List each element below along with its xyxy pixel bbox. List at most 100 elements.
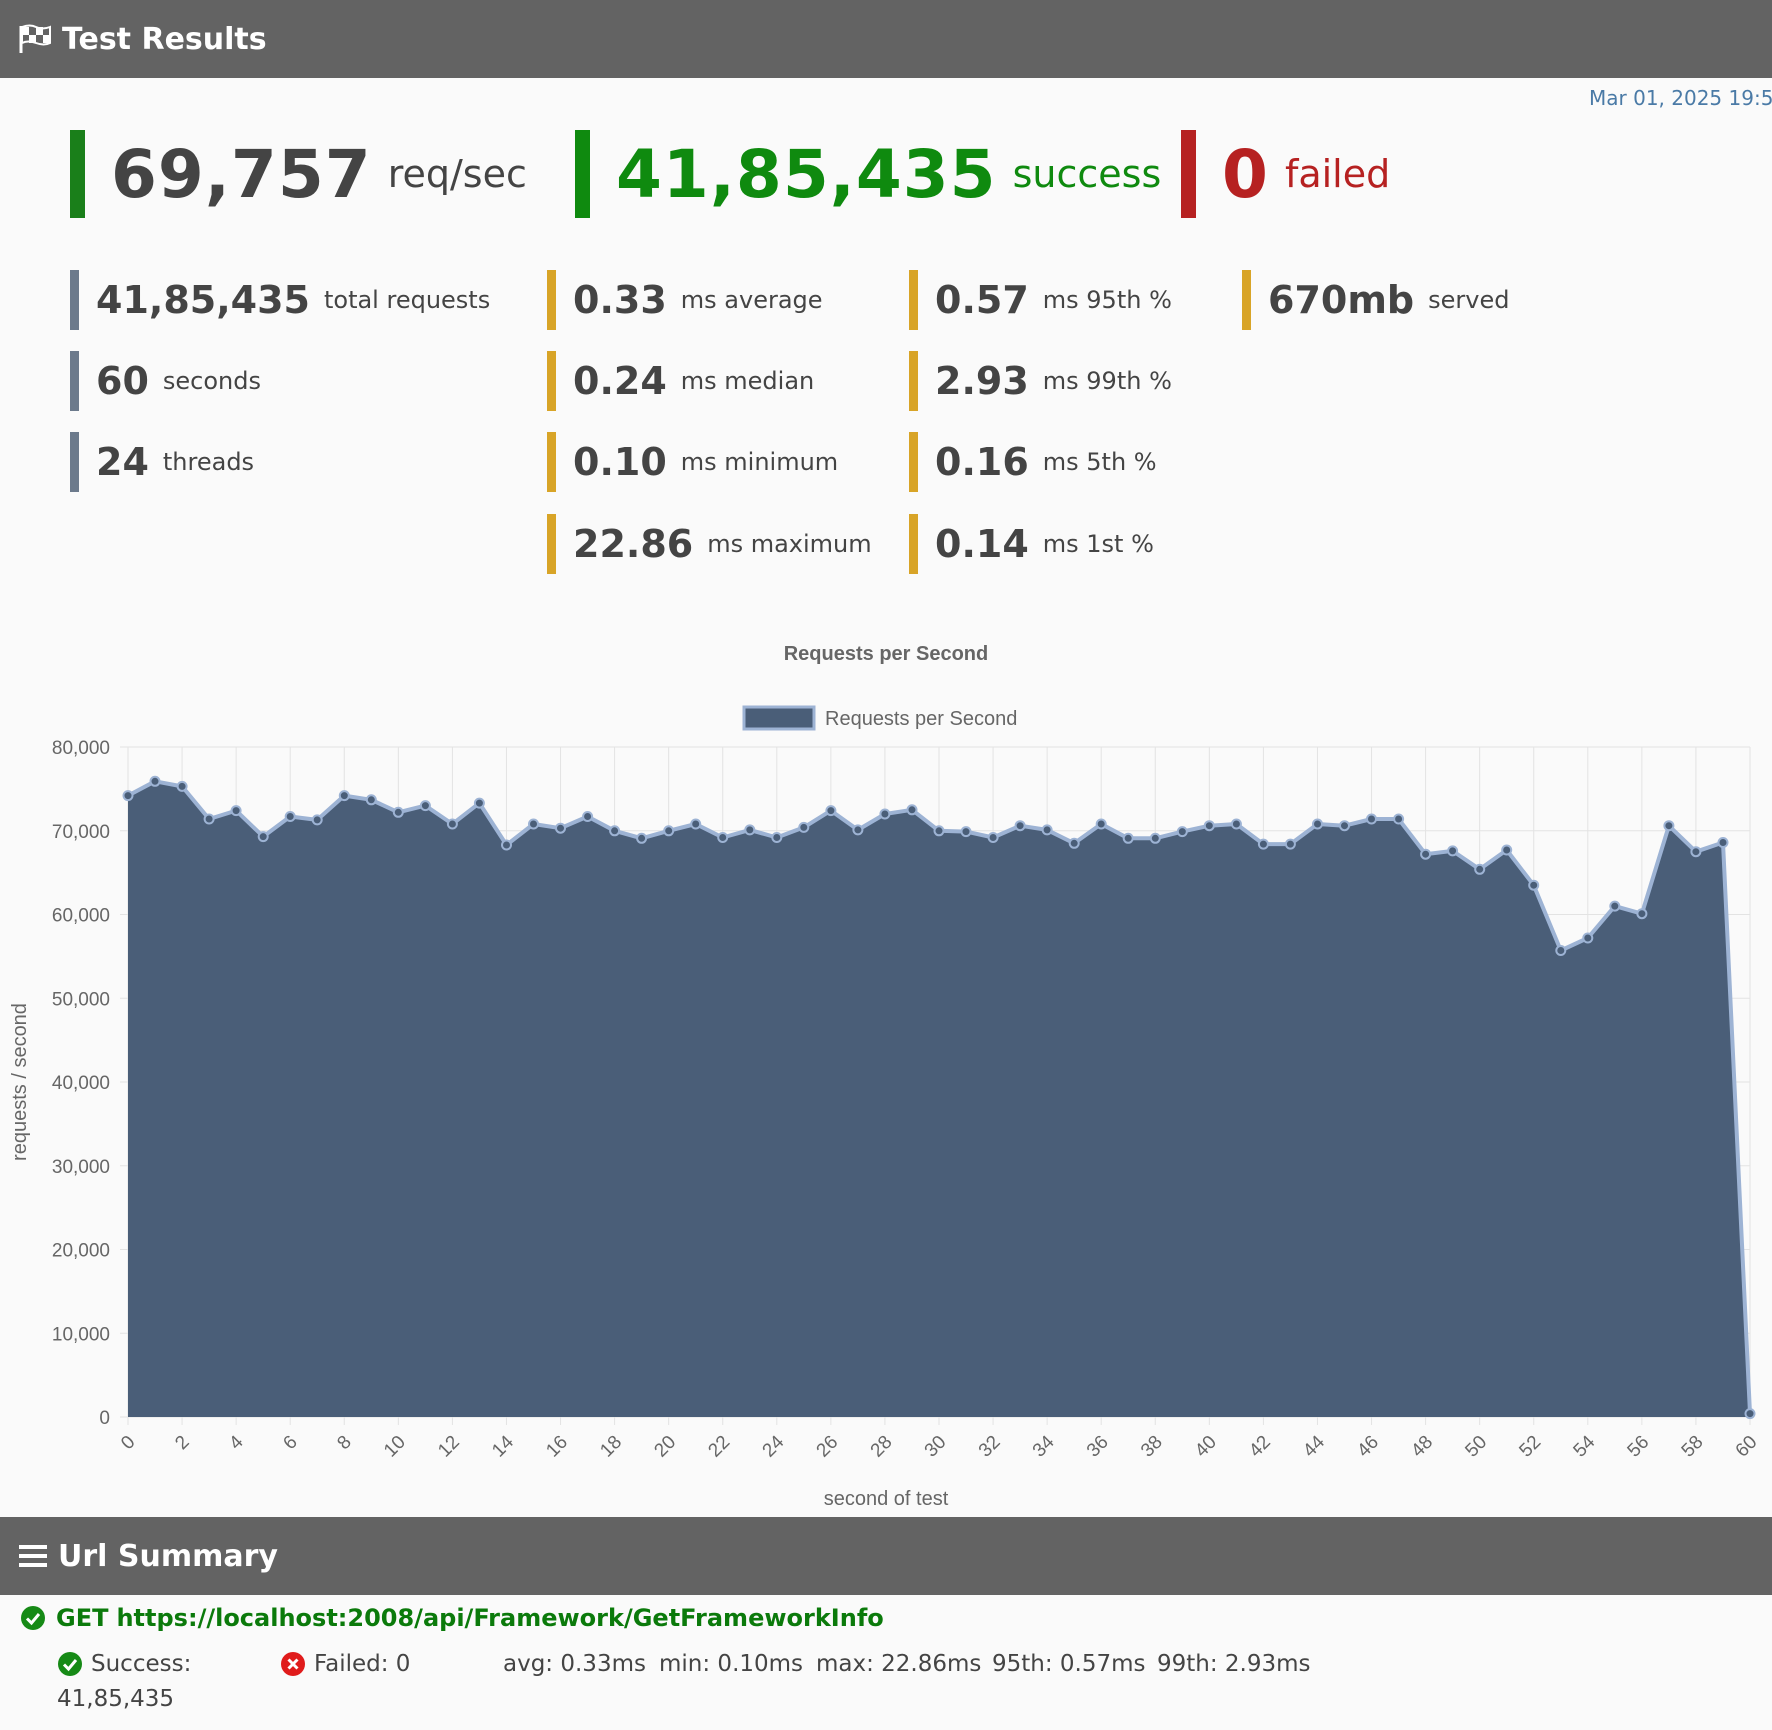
chart-legend[interactable]: Requests per Second xyxy=(742,705,1017,731)
data-point[interactable] xyxy=(690,818,702,830)
success-value: 41,85,435 xyxy=(616,135,997,213)
data-point[interactable] xyxy=(392,806,404,818)
data-point[interactable] xyxy=(852,824,864,836)
data-point[interactable] xyxy=(1339,820,1350,832)
data-point[interactable] xyxy=(1717,837,1729,848)
data-point[interactable] xyxy=(663,825,675,837)
stat-value: 670mb xyxy=(1268,278,1415,322)
data-point[interactable] xyxy=(1420,848,1432,860)
stat-value: 0.57 xyxy=(935,278,1029,322)
chart-points xyxy=(122,775,1756,1420)
stat-ms-5th: 0.16 ms 5th % xyxy=(909,432,1157,492)
data-point[interactable] xyxy=(1149,832,1161,844)
stat-value: 0.10 xyxy=(573,440,667,484)
data-point[interactable] xyxy=(1528,879,1540,891)
data-point[interactable] xyxy=(176,780,188,792)
page-title: Test Results xyxy=(62,21,267,57)
data-point[interactable] xyxy=(825,805,837,817)
http-method: GET xyxy=(56,1604,109,1632)
data-point[interactable] xyxy=(582,811,594,822)
data-point[interactable] xyxy=(879,808,891,820)
data-point[interactable] xyxy=(419,800,431,812)
stat-label: ms 1st % xyxy=(1042,530,1154,558)
x-tick-label: 10 xyxy=(380,1432,410,1462)
data-point[interactable] xyxy=(1257,838,1269,850)
y-axis-label: requests / second xyxy=(9,1003,31,1161)
data-point[interactable] xyxy=(744,824,756,836)
data-point[interactable] xyxy=(284,811,296,822)
data-point[interactable] xyxy=(338,790,350,802)
data-point[interactable] xyxy=(1366,813,1377,825)
data-point[interactable] xyxy=(555,822,566,834)
p95-metric: 95th: 0.57ms xyxy=(992,1651,1146,1677)
data-point[interactable] xyxy=(933,825,945,837)
data-point[interactable] xyxy=(1284,838,1296,850)
data-point[interactable] xyxy=(1312,818,1323,830)
data-point[interactable] xyxy=(257,831,269,843)
stat-label: total requests xyxy=(323,286,491,314)
headline-success: 41,85,435 success xyxy=(575,130,1161,218)
data-point[interactable] xyxy=(501,839,512,851)
data-point[interactable] xyxy=(1014,820,1026,832)
avg-metric: avg: 0.33ms xyxy=(503,1651,646,1677)
data-point[interactable] xyxy=(122,790,134,802)
data-point[interactable] xyxy=(230,805,242,817)
test-results-header: Test Results xyxy=(0,0,1772,78)
data-point[interactable] xyxy=(1744,1408,1756,1420)
data-point[interactable] xyxy=(1203,820,1215,832)
stat-threads: 24 threads xyxy=(70,432,254,492)
data-point[interactable] xyxy=(1501,844,1513,856)
data-point[interactable] xyxy=(1663,820,1675,832)
data-point[interactable] xyxy=(771,832,783,843)
stat-value: 0.14 xyxy=(935,522,1029,566)
data-point[interactable] xyxy=(1636,908,1648,920)
data-point[interactable] xyxy=(1582,932,1594,944)
x-tick-label: 40 xyxy=(1191,1432,1221,1462)
success-count: 41,85,435 xyxy=(57,1686,175,1712)
failed-label: failed xyxy=(1284,152,1391,196)
data-point[interactable] xyxy=(149,775,161,787)
data-point[interactable] xyxy=(1555,945,1567,956)
stat-value: 0.24 xyxy=(573,359,667,403)
data-point[interactable] xyxy=(1690,846,1702,858)
data-point[interactable] xyxy=(1122,832,1134,844)
data-point[interactable] xyxy=(906,804,918,816)
data-point[interactable] xyxy=(960,826,972,838)
data-point[interactable] xyxy=(528,818,539,830)
data-point[interactable] xyxy=(1176,826,1188,838)
y-tick-label: 50,000 xyxy=(52,989,110,1010)
data-point[interactable] xyxy=(1068,837,1080,849)
min-metric: min: 0.10ms xyxy=(659,1651,804,1677)
data-point[interactable] xyxy=(717,832,729,843)
stat-ms-average: 0.33 ms average xyxy=(547,270,823,330)
stat-label: ms average xyxy=(680,286,823,314)
x-tick-label: 24 xyxy=(759,1431,789,1461)
data-point[interactable] xyxy=(446,818,458,830)
series-area-fill xyxy=(128,781,1750,1417)
url-row[interactable]: GET https://localhost:2008/api/Framework… xyxy=(20,1604,884,1632)
data-point[interactable] xyxy=(1474,863,1486,875)
data-point[interactable] xyxy=(987,832,999,843)
data-point[interactable] xyxy=(798,821,810,833)
data-point[interactable] xyxy=(609,825,621,837)
y-tick-label: 60,000 xyxy=(52,906,110,927)
x-tick-label: 12 xyxy=(434,1432,464,1462)
data-point[interactable] xyxy=(1393,813,1405,825)
check-circle-icon xyxy=(21,1606,45,1630)
x-axis-label: second of test xyxy=(824,1488,949,1510)
test-timestamp: Mar 01, 2025 19:54 xyxy=(1589,86,1772,110)
data-point[interactable] xyxy=(1230,818,1242,830)
data-point[interactable] xyxy=(636,832,648,844)
data-point[interactable] xyxy=(473,797,485,809)
data-point[interactable] xyxy=(203,813,215,825)
failed-value: 0 xyxy=(1222,135,1269,213)
data-point[interactable] xyxy=(1609,900,1621,912)
data-point[interactable] xyxy=(1041,824,1053,836)
data-point[interactable] xyxy=(1095,818,1107,830)
x-tick-label: 34 xyxy=(1029,1431,1059,1461)
endpoint-url[interactable]: https://localhost:2008/api/Framework/Get… xyxy=(116,1604,884,1632)
data-point[interactable] xyxy=(1447,845,1459,857)
data-point[interactable] xyxy=(365,794,377,806)
url-summary-title: Url Summary xyxy=(58,1538,278,1574)
data-point[interactable] xyxy=(311,814,323,826)
